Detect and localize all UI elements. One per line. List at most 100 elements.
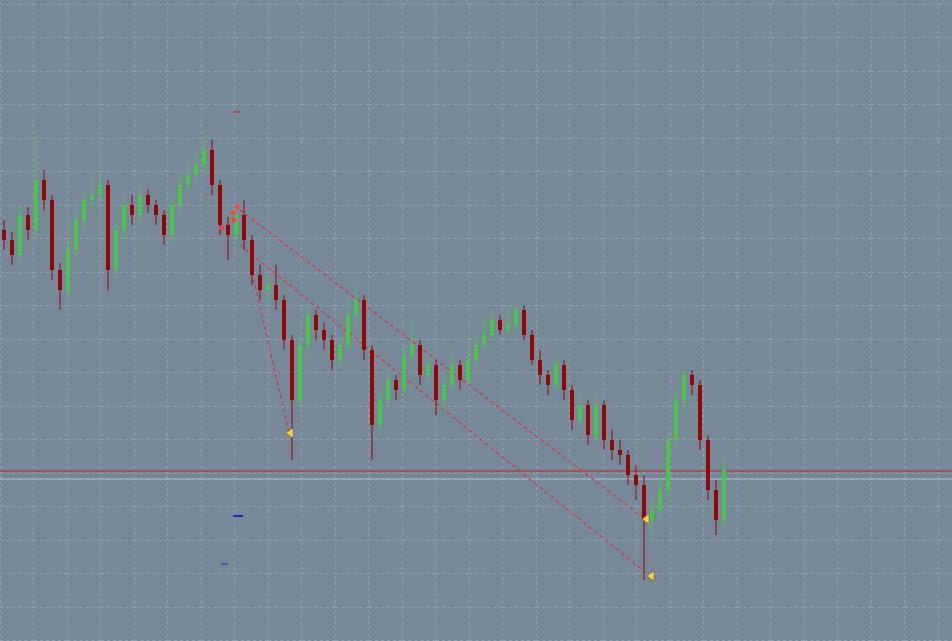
candle-body — [106, 185, 110, 270]
candle-body — [642, 485, 646, 520]
candle-body — [114, 230, 118, 270]
candle-body — [658, 490, 662, 510]
candle-body — [194, 165, 198, 175]
candle-body — [570, 390, 574, 420]
candle-body — [514, 310, 518, 325]
candle-body — [546, 375, 550, 385]
candle-body — [122, 205, 126, 230]
candle-body — [298, 345, 302, 400]
candle-body — [498, 320, 502, 330]
candle-body — [282, 300, 286, 340]
candle-body — [650, 510, 654, 520]
trend-line — [239, 244, 651, 577]
markers — [285, 427, 655, 582]
candle-body — [666, 440, 670, 490]
candle-body — [138, 195, 142, 215]
candle-body — [74, 220, 78, 250]
candle-body — [34, 180, 38, 230]
candle-body — [82, 200, 86, 220]
candle-body — [506, 325, 510, 330]
candle-body — [18, 215, 22, 255]
candle-body — [586, 405, 590, 435]
candle-body — [170, 205, 174, 235]
candle-body — [218, 185, 222, 225]
signal — [230, 210, 236, 216]
signal — [234, 204, 240, 210]
candle-body — [602, 405, 606, 440]
candle-body — [330, 340, 334, 360]
candle-body — [618, 450, 622, 455]
candles — [2, 130, 726, 580]
candle-body — [186, 175, 190, 185]
trend-lines — [239, 209, 651, 577]
candle-body — [258, 275, 262, 290]
signals — [219, 204, 240, 231]
candle-body — [442, 385, 446, 400]
candle-body — [338, 345, 342, 360]
candle-body — [250, 240, 254, 275]
candle-body — [562, 365, 566, 390]
candle-body — [682, 375, 686, 400]
candle-body — [370, 350, 374, 425]
candle-body — [674, 400, 678, 440]
candle-body — [418, 345, 422, 375]
candle-body — [578, 405, 582, 420]
candle-body — [594, 405, 598, 435]
candle-body — [634, 475, 638, 485]
candle-body — [354, 300, 358, 315]
candle-body — [274, 285, 278, 300]
candle-body — [226, 225, 230, 235]
candle-body — [266, 285, 270, 290]
candle-body — [58, 270, 62, 290]
candle-body — [210, 150, 214, 185]
candle-body — [698, 385, 702, 440]
candle-body — [66, 250, 70, 290]
candle-body — [394, 380, 398, 390]
candle-body — [714, 490, 718, 520]
candle-body — [98, 185, 102, 195]
candle-body — [290, 340, 294, 400]
candle-body — [690, 375, 694, 385]
marker — [285, 427, 294, 439]
candle-body — [458, 365, 462, 380]
marker — [641, 513, 650, 525]
candle-body — [50, 200, 54, 270]
candle-body — [42, 180, 46, 200]
candle-body — [522, 310, 526, 335]
marker — [646, 570, 655, 582]
candle-body — [314, 315, 318, 330]
signal — [231, 217, 237, 223]
candle-body — [346, 315, 350, 345]
candle-body — [434, 365, 438, 400]
candle-body — [90, 195, 94, 200]
candle-body — [162, 215, 166, 235]
candle-body — [362, 300, 366, 350]
candle-body — [234, 215, 238, 235]
candle-body — [178, 185, 182, 205]
candle-body — [538, 360, 542, 375]
candle-body — [466, 360, 470, 380]
candle-body — [154, 205, 158, 215]
candle-body — [306, 315, 310, 345]
candle-body — [530, 335, 534, 360]
candle-body — [450, 365, 454, 385]
candle-body — [146, 195, 150, 205]
candle-body — [482, 335, 486, 345]
candle-body — [378, 400, 382, 425]
candle-body — [474, 345, 478, 360]
candle-body — [386, 380, 390, 400]
signal — [219, 225, 225, 231]
candle-body — [706, 440, 710, 490]
candle-body — [242, 215, 246, 240]
candle-body — [2, 230, 6, 240]
candle-body — [10, 240, 14, 255]
candle-body — [426, 365, 430, 375]
candle-body — [626, 455, 630, 475]
candle-body — [402, 355, 406, 390]
candle-body — [554, 365, 558, 385]
candle-body — [202, 150, 206, 165]
candle-body — [490, 320, 494, 335]
